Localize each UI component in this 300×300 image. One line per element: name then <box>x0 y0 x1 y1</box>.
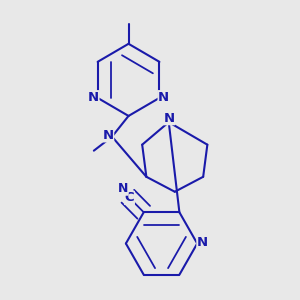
Text: N: N <box>158 91 169 104</box>
Text: C: C <box>125 191 134 204</box>
Text: N: N <box>118 182 128 195</box>
Text: N: N <box>103 129 114 142</box>
Text: N: N <box>164 112 175 124</box>
Text: N: N <box>88 91 99 104</box>
Text: N: N <box>197 236 208 249</box>
